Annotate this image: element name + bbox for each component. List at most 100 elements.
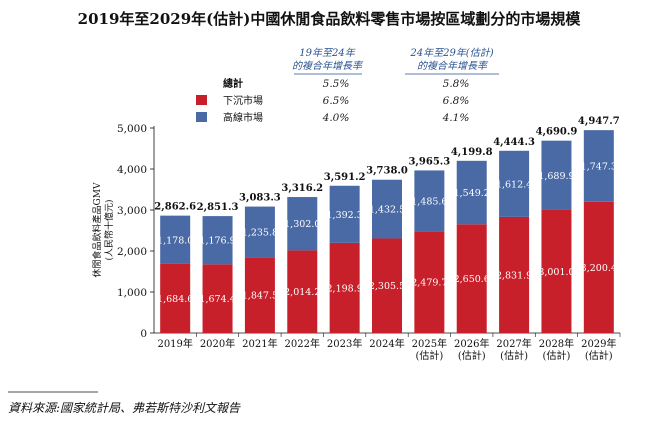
data-label: 1,549.2: [454, 188, 490, 199]
x-tick-label: 2020年: [200, 337, 235, 350]
chart-title: 2019年至2029年(估計)中國休閒食品飲料零售市場按區域劃分的市場規模: [78, 10, 582, 28]
data-label: 1,612.4: [496, 179, 532, 190]
data-label: 1,432.5: [369, 205, 405, 216]
data-label: 2,831.9: [496, 270, 532, 281]
bar-segment-high-tier: [456, 160, 487, 225]
cagr-table: 19年至24年 的複合年增長率 24年至29年(估計) 的複合年增長率 總計 5…: [196, 47, 499, 124]
x-tick-label: (估計): [415, 349, 443, 362]
bar-segment-high-tier: [329, 185, 360, 243]
data-label: 1,684.6: [157, 294, 193, 305]
bar-segment-high-tier: [287, 197, 318, 251]
bar-segment-high-tier: [244, 206, 275, 258]
cagr-header-2-line-1: 24年至29年(估計): [409, 47, 493, 59]
y-axis-unit: (人民幣十億元): [103, 199, 115, 260]
cagr-header-1-line-1: 19年至24年: [299, 47, 355, 59]
total-label: 4,444.3: [493, 137, 535, 148]
bar-segment-lower-tier: [414, 231, 445, 333]
x-tick-label: 2028年: [539, 337, 574, 350]
bar-segment-lower-tier: [160, 263, 191, 333]
data-label: 1,847.5: [242, 291, 278, 302]
plot-area: 0 1,000 2,000 3,000 4,000 5,000 1,684.6 1,178.0…: [117, 116, 621, 362]
data-label: 1,485.6: [411, 196, 447, 207]
data-label: 3,001.0: [538, 267, 574, 278]
x-tick-label: (估計): [500, 349, 528, 362]
cagr-high-tier-2: 4.1%: [442, 112, 470, 124]
bar-segment-high-tier: [414, 170, 445, 232]
x-tick-label: 2021年: [242, 337, 277, 350]
total-label: 4,947.7: [578, 116, 620, 127]
source-note: 資料來源:國家統計局、弗若斯特沙利文報告: [8, 401, 241, 415]
data-label: 1,674.4: [199, 294, 235, 305]
y-tick-label: 5,000: [117, 123, 147, 135]
total-label: 2,862.6: [154, 202, 196, 213]
data-label: 1,392.3: [327, 210, 363, 221]
total-label: 3,591.2: [324, 172, 366, 183]
y-tick-label: 2,000: [117, 246, 147, 258]
data-label: 1,235.8: [242, 227, 278, 238]
x-tick-label: 2025年: [412, 337, 447, 350]
data-label: 1,176.9: [199, 236, 235, 247]
bar-segment-high-tier: [202, 216, 233, 265]
bar-segment-lower-tier: [372, 238, 402, 333]
data-label: 1,302.0: [284, 219, 320, 230]
bar-segment-lower-tier: [329, 242, 360, 333]
legend-lower-tier-swatch: [196, 95, 207, 105]
y-axis-label: 休閒食品飲料產品GMV: [91, 182, 103, 277]
y-tick-label: 3,000: [117, 205, 147, 217]
x-tick-label: (估計): [543, 349, 571, 362]
total-label: 4,690.9: [536, 127, 578, 138]
legend-high-tier-swatch: [196, 112, 207, 122]
data-label: 2,650.6: [454, 274, 490, 285]
bar-segment-lower-tier: [287, 250, 318, 333]
x-tick-label: (估計): [458, 349, 486, 362]
bar-segment-high-tier: [499, 150, 530, 217]
bar-segment-high-tier: [160, 215, 191, 264]
data-label: 1,747.3: [581, 161, 617, 172]
data-label: 1,178.0: [157, 235, 193, 246]
cagr-high-tier-1: 4.0%: [322, 112, 350, 124]
cagr-header-2-line-2: 的複合年增長率: [417, 60, 489, 72]
bar-segment-lower-tier: [583, 201, 614, 333]
legend-high-tier-label: 高線市場: [223, 111, 263, 124]
total-label: 4,199.8: [451, 147, 493, 158]
cagr-total-1: 5.5%: [323, 78, 350, 90]
y-tick-label: 4,000: [117, 164, 147, 176]
x-tick-label: 2027年: [496, 337, 531, 350]
y-tick-label: 1,000: [117, 287, 147, 299]
legend-lower-tier-label: 下沉市場: [223, 94, 263, 107]
y-tick-label: 0: [140, 328, 147, 340]
total-label: 3,316.2: [281, 183, 323, 194]
data-label: 2,305.5: [369, 281, 405, 292]
y-axis-title: 休閒食品飲料產品GMV (人民幣十億元): [91, 182, 115, 277]
x-tick-label: (估計): [585, 349, 613, 362]
x-tick-label: 2026年: [454, 337, 489, 350]
x-tick-label: 2024年: [369, 337, 404, 350]
x-tick-label: 2022年: [285, 337, 320, 350]
x-tick-label: 2023年: [327, 337, 362, 350]
data-label: 2,014.2: [284, 287, 320, 298]
bar-segment-lower-tier: [456, 224, 487, 333]
cagr-header-1-line-2: 的複合年增長率: [292, 60, 364, 72]
data-label: 2,198.9: [327, 283, 363, 294]
total-label: 3,738.0: [366, 166, 408, 177]
x-tick-label: 2019年: [157, 337, 192, 350]
bar-segment-high-tier: [583, 130, 614, 202]
bar-segment-lower-tier: [499, 216, 530, 333]
cagr-lower-tier-2: 6.8%: [443, 95, 470, 107]
bar-segment-lower-tier: [202, 264, 233, 333]
bar-segment-high-tier: [372, 179, 402, 239]
cagr-total-2: 5.8%: [443, 78, 470, 90]
bar-segment-lower-tier: [244, 257, 275, 333]
data-label: 1,689.9: [538, 171, 574, 182]
total-label: 2,851.3: [197, 202, 239, 213]
data-label: 2,479.7: [411, 278, 447, 289]
x-tick-label: 2029年: [581, 337, 616, 350]
bar-segment-lower-tier: [541, 209, 572, 333]
cagr-lower-tier-1: 6.5%: [323, 95, 350, 107]
legend-total-label: 總計: [223, 77, 243, 90]
bar-segment-high-tier: [541, 140, 572, 210]
total-label: 3,965.3: [408, 156, 450, 167]
data-label: 3,200.4: [581, 263, 617, 274]
total-label: 3,083.3: [239, 193, 281, 204]
